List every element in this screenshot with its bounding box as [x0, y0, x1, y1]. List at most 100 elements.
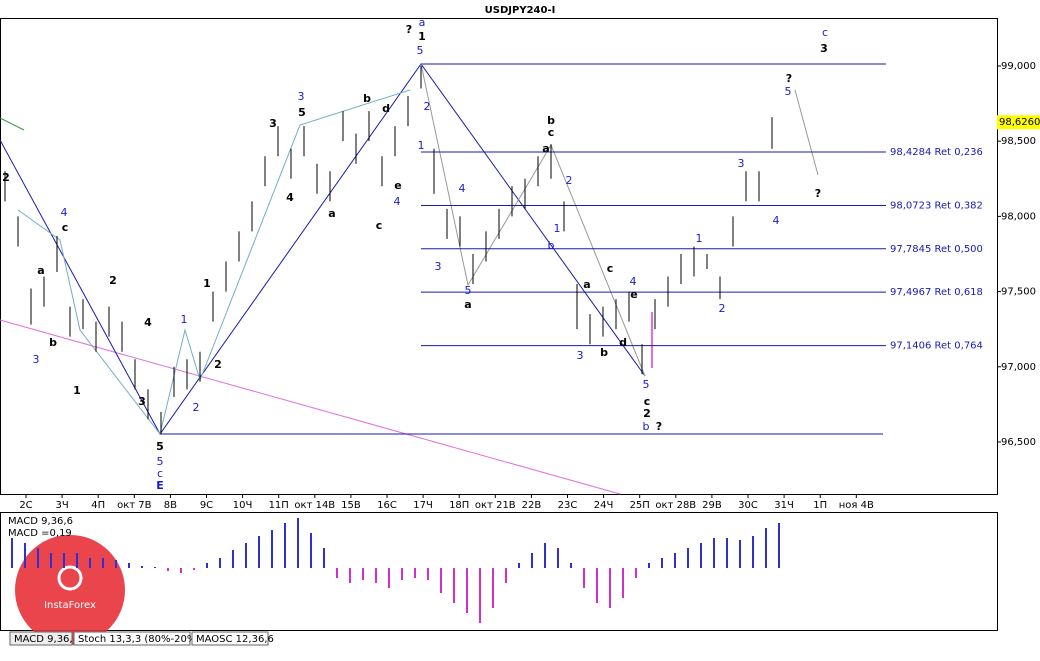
x-tick-label: 8В [164, 500, 177, 511]
y-tick-label: 96,500 [1001, 437, 1036, 448]
wave-label: 2 [2, 171, 10, 184]
y-tick-label: 98,500 [1001, 136, 1036, 147]
wave-label: b [547, 114, 555, 127]
wave-label: 5 [643, 378, 650, 391]
x-tick-label: 29В [702, 500, 722, 511]
trend-line [0, 117, 25, 131]
wave-label: c [607, 262, 614, 275]
watermark: InstaForex [15, 535, 125, 645]
macd-value: MACD =0,19 [8, 528, 72, 539]
watermark-text: InstaForex [44, 600, 96, 611]
wave-label: a [464, 298, 471, 311]
macd-panel [0, 512, 998, 631]
wave-label: b [363, 92, 371, 105]
wave-label: ? [406, 23, 412, 36]
wave-label: 1 [73, 384, 81, 397]
x-tick-label: 24Ч [594, 500, 614, 511]
wave-label: 3 [269, 117, 277, 130]
wave-label: 2 [719, 302, 726, 315]
chart-title: USDJPY240-I [485, 5, 556, 16]
x-tick-label: 22В [522, 500, 542, 511]
wave-label: 2 [193, 401, 200, 414]
fib-label: 97,7845 Ret 0,500 [890, 244, 983, 255]
wave-label: 4 [286, 191, 294, 204]
x-tick-label: 31Ч [774, 500, 794, 511]
wave-label: c [644, 395, 651, 408]
y-tick-label: 97,500 [1001, 287, 1036, 298]
fib-label: 97,1406 Ret 0,764 [890, 341, 983, 352]
wave-label: a [583, 278, 590, 291]
x-tick-label: 23С [558, 500, 578, 511]
wave-label: 3 [435, 260, 442, 273]
wave-label: ? [815, 187, 821, 200]
tab[interactable] [73, 631, 191, 646]
tab-label: MAOSC 12,36,6 [196, 634, 274, 645]
wave-label: d [619, 336, 627, 349]
tabs: MACD 9,36,6 Stoch 13,3,3 (80%-20%) MAOSC… [9, 631, 274, 646]
x-tick-label: 30С [738, 500, 758, 511]
tab[interactable] [191, 631, 269, 646]
wave-label: 1 [203, 277, 211, 290]
wave-label: 1 [554, 222, 561, 235]
wave-label: c [822, 26, 828, 39]
wave-label: 1 [696, 232, 703, 245]
wave-label: 4 [394, 195, 401, 208]
wave-label: b [49, 336, 57, 349]
wave-label: b [548, 239, 555, 252]
tab[interactable] [9, 631, 73, 646]
x-tick-label: 1П [813, 500, 827, 511]
x-tick-label: 17Ч [413, 500, 433, 511]
wave-label: 2 [214, 358, 222, 371]
macd-title: MACD 9,36,6 [8, 516, 73, 527]
wave-label: 5 [298, 106, 306, 119]
x-tick-label: 9С [200, 500, 213, 511]
x-tick-label: 10Ч [233, 500, 253, 511]
wave-label: 1 [418, 139, 425, 152]
wave-label: e [630, 288, 637, 301]
wave-label: d [382, 102, 390, 115]
wave-line [0, 63, 646, 435]
wave-label: 4 [630, 275, 637, 288]
wave-label: 2 [566, 174, 573, 187]
wave-label: 3 [33, 353, 40, 366]
x-tick-label: окт 21В [475, 500, 516, 511]
wave-label: 5 [417, 44, 424, 57]
wave-label: 5 [785, 85, 792, 98]
x-tick-label: окт 28В [655, 500, 696, 511]
wave-label: 3 [138, 395, 146, 408]
wave-label: 3 [738, 157, 745, 170]
wave-line [17, 209, 161, 435]
tab-label: MACD 9,36,6 [14, 634, 79, 645]
x-tick-label: 18П [449, 500, 469, 511]
x-tick-label: 4П [91, 500, 105, 511]
price-label: 98,6260 [999, 117, 1040, 128]
wave-line [794, 89, 819, 176]
fib-label: 98,4284 Ret 0,236 [890, 147, 983, 158]
wave-line [420, 63, 646, 377]
wave-label: a [419, 16, 426, 29]
fib-label: 97,4967 Ret 0,618 [890, 287, 983, 298]
wave-label: c [157, 467, 163, 480]
wave-label: c [548, 126, 555, 139]
wave-label: a [542, 142, 549, 155]
wave-label: 1 [418, 30, 426, 43]
wave-label: 4 [144, 316, 152, 329]
x-tick-label: окт 14В [294, 500, 335, 511]
wave-label: b [643, 420, 650, 433]
wave-label: c [376, 219, 383, 232]
wave-lines [0, 63, 886, 495]
x-tick-label: ноя 4В [839, 500, 874, 511]
wave-label: 5 [465, 284, 472, 297]
wave-label: 4 [773, 214, 780, 227]
y-tick-label: 98,000 [1001, 211, 1036, 222]
wave-label: E [156, 479, 164, 492]
x-tick-label: 2С [19, 500, 32, 511]
wave-label: a [328, 207, 335, 220]
wave-label: e [394, 179, 401, 192]
wave-label: 5 [156, 440, 164, 453]
wave-label: 1 [181, 313, 188, 326]
wave-label: ? [656, 420, 662, 433]
wave-label: 4 [61, 206, 68, 219]
